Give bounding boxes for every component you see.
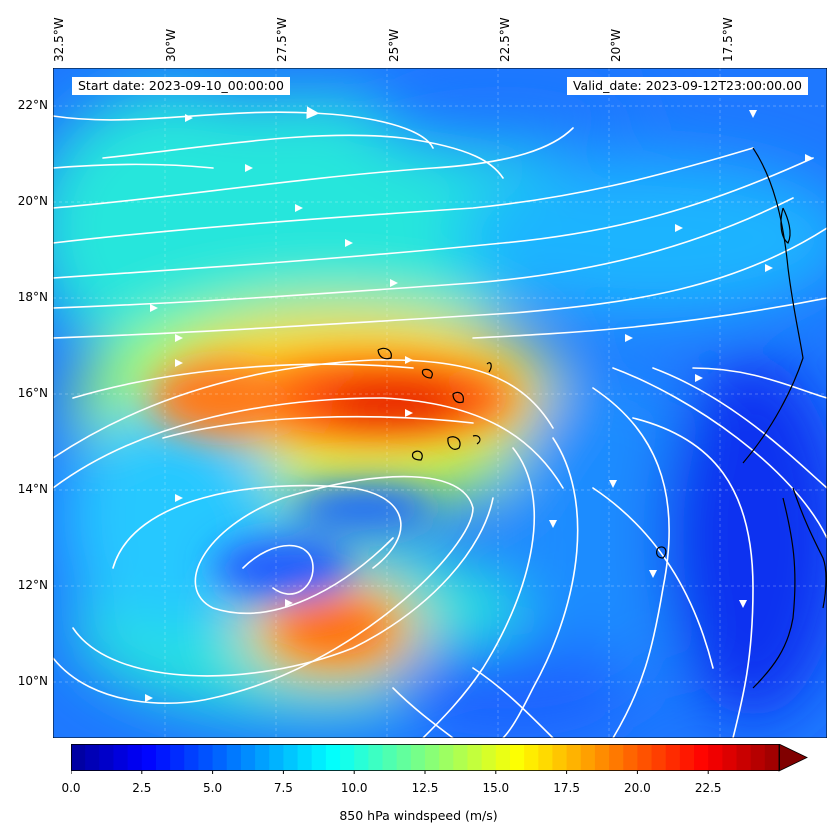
colorbar-segment <box>679 744 695 771</box>
colorbar-segment <box>580 744 596 771</box>
colorbar-label: 850 hPa windspeed (m/s) <box>339 808 498 823</box>
colorbar-segment <box>495 744 511 771</box>
colorbar-segment <box>651 744 667 771</box>
latitude-label: 10°N <box>17 674 48 688</box>
colorbar-segment <box>439 744 454 771</box>
map-panel[interactable] <box>53 68 827 738</box>
colorbar-tick-label: 0.0 <box>61 781 81 795</box>
colorbar-segment <box>184 744 200 771</box>
longitude-label: 27.5°W <box>275 17 289 62</box>
colorbar-segment <box>410 744 426 771</box>
start-date-label: Start date: 2023-09-10_00:00:00 <box>72 77 290 95</box>
colorbar-tick-label: 5.0 <box>203 781 223 795</box>
colorbar <box>70 743 811 778</box>
colorbar-segment <box>113 744 129 771</box>
colorbar-segment <box>255 744 270 771</box>
colorbar-segment <box>538 744 554 771</box>
colorbar-segment <box>467 744 483 771</box>
colorbar-segment <box>170 744 185 771</box>
colorbar-segment <box>325 744 341 771</box>
longitude-label: 17.5°W <box>721 17 735 62</box>
colorbar-segment <box>99 744 115 771</box>
colorbar-segment <box>311 744 327 771</box>
colorbar-segment <box>240 744 256 771</box>
colorbar-segment <box>382 744 398 771</box>
colorbar-tick-label: 17.5 <box>553 781 580 795</box>
gridlines <box>53 68 827 738</box>
colorbar-segment <box>665 744 681 771</box>
colorbar-segment <box>637 744 653 771</box>
colorbar-outline <box>71 744 780 771</box>
streamlines <box>53 106 827 738</box>
colorbar-segment <box>141 744 157 771</box>
colorbar-segment <box>283 744 299 771</box>
colorbar-tick-label: 7.5 <box>273 781 293 795</box>
colorbar-segment <box>694 744 709 771</box>
colorbar-segment <box>609 744 624 771</box>
streamline-arrows <box>145 110 813 702</box>
colorbar-segment <box>594 744 610 771</box>
colorbar-segment <box>708 744 723 771</box>
colorbar-segment <box>623 744 638 771</box>
colorbar-segment <box>340 744 355 771</box>
colorbar-segment <box>354 744 369 771</box>
colorbar-segment <box>524 744 539 771</box>
colorbar-extend-arrow <box>778 743 808 772</box>
coastlines <box>377 147 827 689</box>
colorbar-segment <box>85 744 100 771</box>
colorbar-segment <box>764 744 780 771</box>
latitude-label: 12°N <box>17 578 48 592</box>
longitude-label: 20°W <box>609 28 623 62</box>
colorbar-segment <box>425 744 440 771</box>
windspeed-map[interactable] <box>53 68 827 738</box>
colorbar-segment <box>71 744 86 771</box>
colorbar-segment <box>750 744 766 771</box>
colorbar-segment <box>566 744 582 771</box>
latitude-label: 20°N <box>17 194 48 208</box>
latitude-label: 22°N <box>17 98 48 112</box>
colorbar-segment <box>127 744 143 771</box>
colorbar-tick-label: 20.0 <box>624 781 651 795</box>
colorbar-segment <box>297 744 313 771</box>
colorbar-segment <box>736 744 752 771</box>
longitude-label: 22.5°W <box>498 17 512 62</box>
latitude-label: 18°N <box>17 290 48 304</box>
colorbar-segment <box>368 744 384 771</box>
colorbar-tick-label: 2.5 <box>132 781 152 795</box>
latitude-label: 14°N <box>17 482 48 496</box>
colorbar-tick-label: 22.5 <box>694 781 722 795</box>
colorbar-tick-label: 12.5 <box>411 781 439 795</box>
colorbar-segment <box>396 744 412 771</box>
longitude-label: 25°W <box>387 28 401 62</box>
colorbar-segment <box>481 744 497 771</box>
colorbar-segment <box>226 744 242 771</box>
colorbar-segment <box>212 744 228 771</box>
colorbar-segment <box>722 744 738 771</box>
valid-date-label: Valid_date: 2023-09-12T23:00:00.00 <box>566 77 808 95</box>
colorbar-segment <box>509 744 525 771</box>
latitude-label: 16°N <box>17 386 48 400</box>
colorbar-segment <box>198 744 214 771</box>
longitude-label: 32.5°W <box>52 17 66 62</box>
colorbar-segment <box>155 744 171 771</box>
colorbar-tick-label: 15.0 <box>482 781 510 795</box>
colorbar-segment <box>552 744 568 771</box>
colorbar-tick-label: 10.0 <box>340 781 368 795</box>
colorbar-segment <box>269 744 284 771</box>
colorbar-scale <box>70 743 808 775</box>
colorbar-segment <box>453 744 469 771</box>
longitude-label: 30°W <box>164 28 178 62</box>
